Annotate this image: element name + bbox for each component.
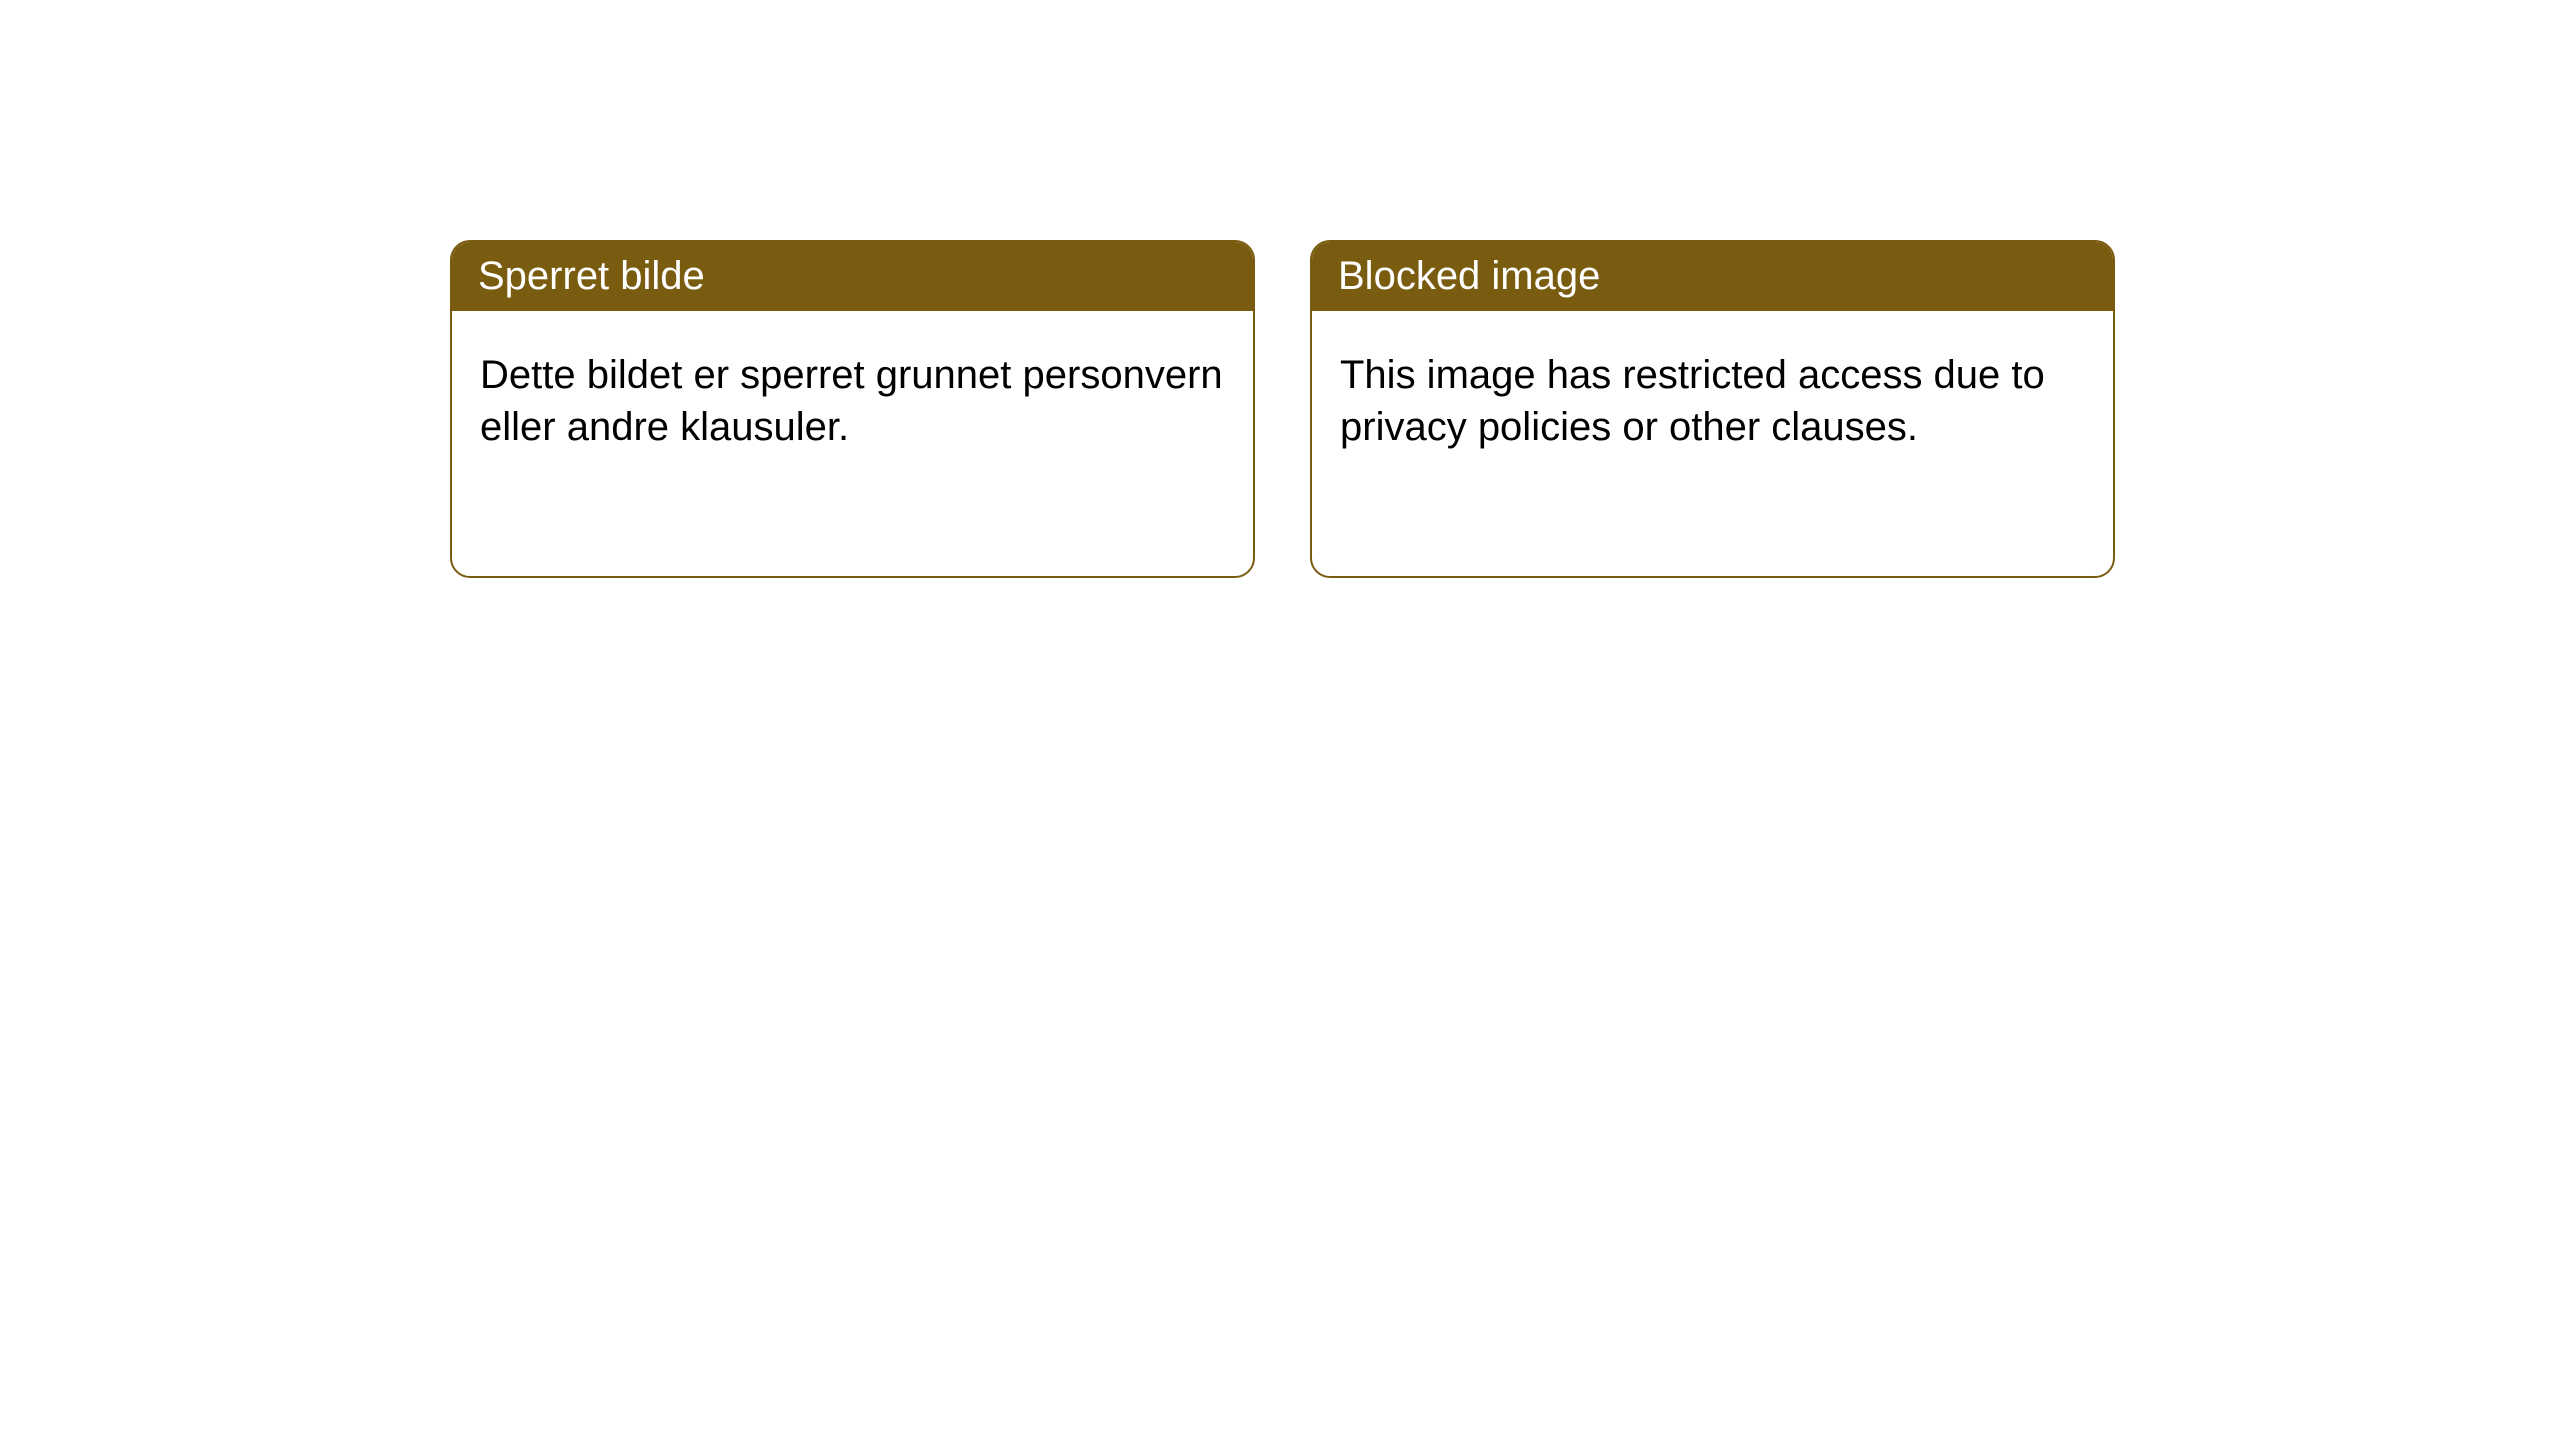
card-header: Blocked image — [1312, 242, 2113, 311]
card-title: Blocked image — [1338, 254, 1600, 298]
notice-container: Sperret bilde Dette bildet er sperret gr… — [0, 0, 2560, 578]
card-body-text: Dette bildet er sperret grunnet personve… — [480, 353, 1223, 449]
notice-card-english: Blocked image This image has restricted … — [1310, 240, 2115, 578]
card-body-text: This image has restricted access due to … — [1340, 353, 2045, 449]
card-title: Sperret bilde — [478, 254, 705, 298]
card-body: Dette bildet er sperret grunnet personve… — [452, 311, 1253, 491]
notice-card-norwegian: Sperret bilde Dette bildet er sperret gr… — [450, 240, 1255, 578]
card-header: Sperret bilde — [452, 242, 1253, 311]
card-body: This image has restricted access due to … — [1312, 311, 2113, 491]
